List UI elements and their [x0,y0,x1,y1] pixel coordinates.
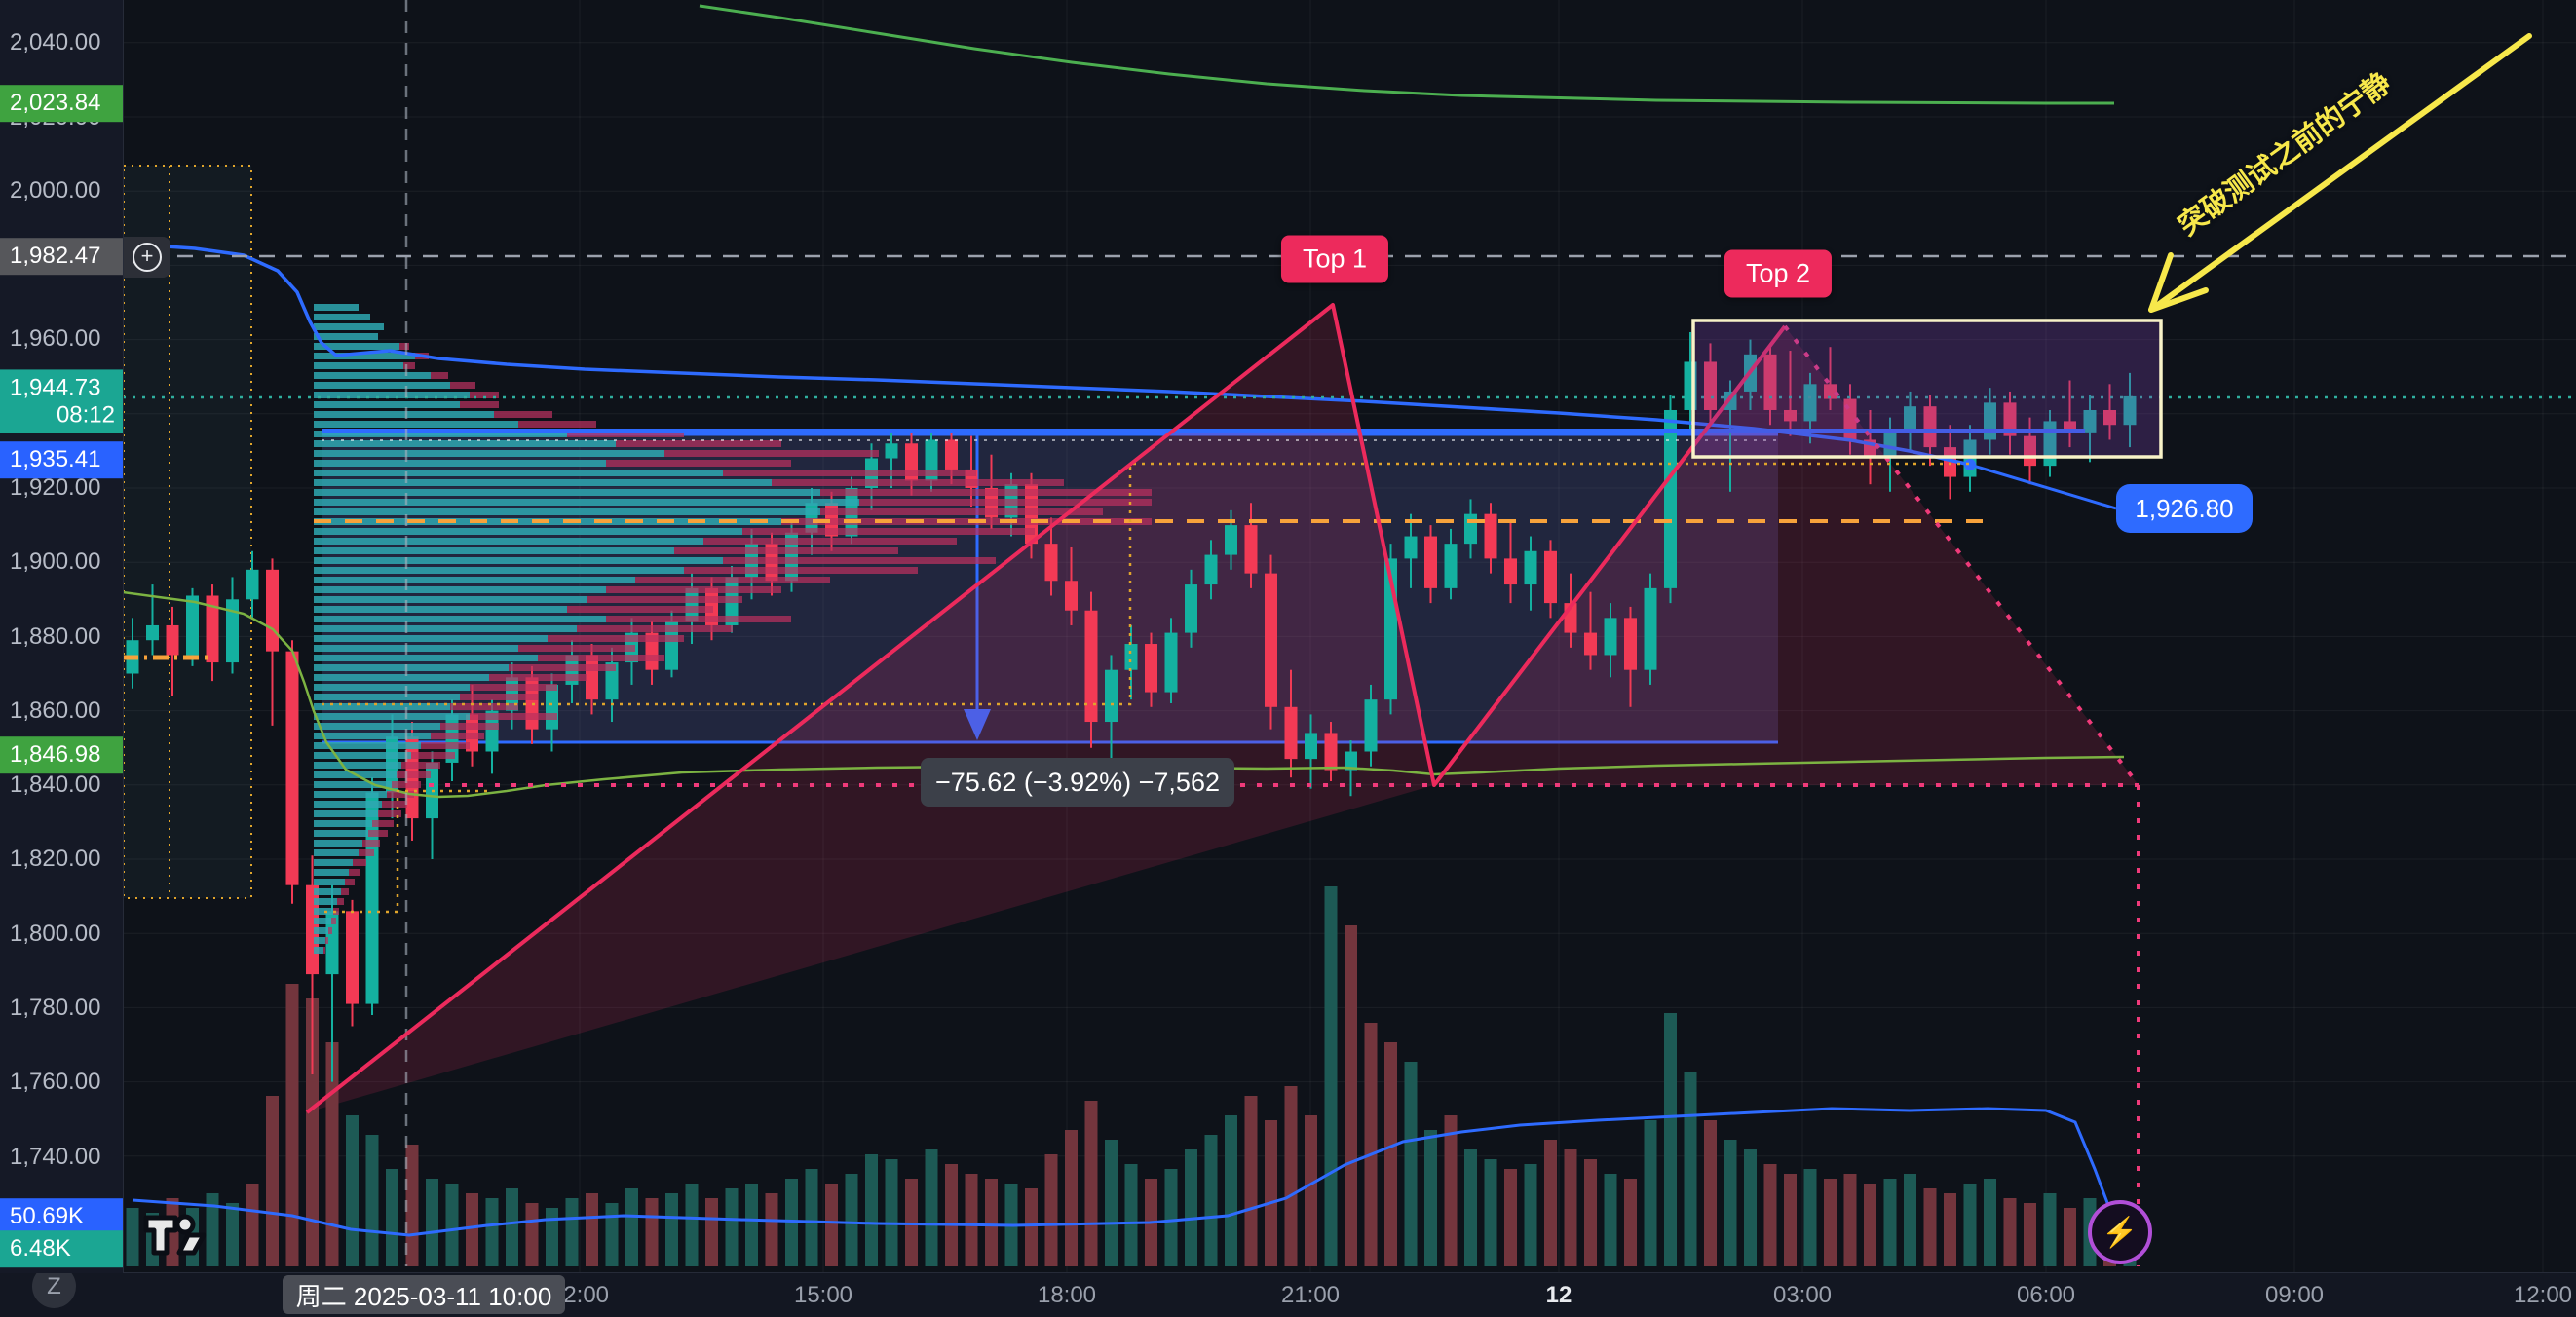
price-axis-label: 1,880.00 [10,623,101,650]
lightning-button[interactable]: ⚡ [2088,1200,2152,1264]
price-badge: 50.69K [0,1198,123,1235]
price-badge: 1,982.47 [0,238,123,275]
price-badge: 6.48K [0,1230,123,1267]
price-axis-label: 1,740.00 [10,1144,101,1170]
reference-lines[interactable] [123,0,2576,1266]
price-axis[interactable]: 2,040.002,020.002,000.001,960.001,920.00… [0,0,124,1273]
price-axis-label: 1,780.00 [10,995,101,1021]
yellow-arrow-drawing[interactable] [2148,33,2532,313]
time-axis-tick: 06:00 [2016,1281,2076,1308]
lightning-icon: ⚡ [2102,1216,2139,1249]
top1-flag-label[interactable]: Top 1 [1280,235,1389,283]
time-axis-tick: 15:00 [793,1281,853,1308]
price-axis-label: 2,040.00 [10,29,101,56]
price-badge: 1,944.73 08:12 [0,369,123,433]
plus-icon: + [133,243,162,272]
top2-flag-label[interactable]: Top 2 [1724,249,1833,298]
bar-countdown: 08:12 [56,401,115,428]
date-tooltip: 周二 2025-03-11 10:00 [283,1275,565,1314]
time-axis-tick: 03:00 [1772,1281,1833,1308]
time-axis-tick: 21:00 [1280,1281,1341,1308]
price-axis-label: 1,920.00 [10,474,101,501]
price-badge: 1,935.41 [0,441,123,478]
tradingview-logo[interactable] [142,1210,212,1261]
measure-result-tooltip: −75.62 (−3.92%) −7,562 [921,758,1234,807]
time-axis[interactable]: 周二 2025-03-11 10:00 12:00 15:00 18:00 21:00… [0,1272,2576,1317]
price-axis-label: 1,960.00 [10,325,101,352]
zigzag-lines[interactable] [305,303,2140,1266]
price-badge: 2,023.84 [0,85,123,122]
price-axis-label: 2,000.00 [10,177,101,204]
time-axis-tick: 12 [1545,1281,1572,1308]
add-alert-plus-button[interactable]: + [124,237,170,278]
volume-profile [314,304,1152,954]
price-axis-label: 1,800.00 [10,921,101,947]
price-axis-label: 1,820.00 [10,846,101,872]
price-axis-label: 1,860.00 [10,697,101,724]
time-axis-tick: 09:00 [2264,1281,2325,1308]
top2-box-drawing[interactable] [1691,319,2163,459]
indicator-lines [122,4,2125,1237]
time-axis-tick: 18:00 [1037,1281,1097,1308]
price-axis-label: 1,840.00 [10,771,101,798]
orange-dotted-rect-drawing[interactable] [123,165,252,899]
price-axis-label: 1,900.00 [10,548,101,575]
float-price-label[interactable]: 1,926.80 [2116,484,2253,533]
price-badge: 1,846.98 [0,736,123,773]
time-axis-tick: 12:00 [2513,1281,2573,1308]
price-axis-label: 1,760.00 [10,1069,101,1095]
